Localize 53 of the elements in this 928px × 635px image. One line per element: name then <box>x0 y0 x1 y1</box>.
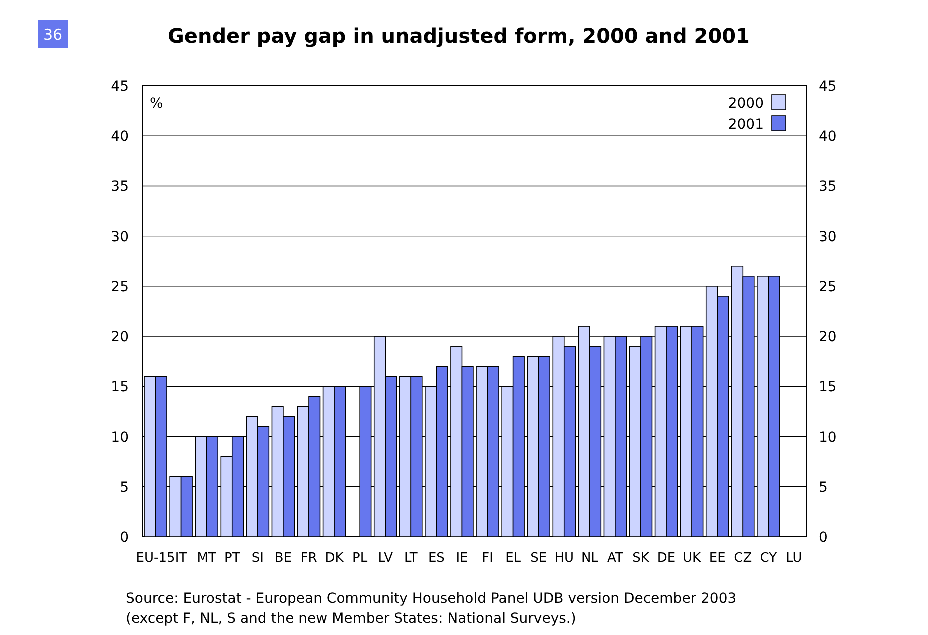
y2-tick-label: 0 <box>819 530 828 546</box>
x-tick-label: BE <box>274 551 292 566</box>
y2-tick-label: 15 <box>819 380 837 396</box>
x-tick-label: CZ <box>734 551 752 566</box>
x-tick-label: EE <box>709 551 726 566</box>
page-number-box: 36 <box>38 20 68 48</box>
x-tick-label: ES <box>428 551 445 566</box>
y2-tick-label: 10 <box>819 430 837 446</box>
y-tick-label: 5 <box>120 480 129 496</box>
y2-tick-label: 25 <box>819 279 837 296</box>
y2-tick-label: 35 <box>819 179 837 196</box>
x-tick-label: LT <box>404 551 418 566</box>
y-tick-label: 15 <box>111 380 129 396</box>
x-tick-label: UK <box>683 551 702 566</box>
y-tick-label: 40 <box>111 129 129 146</box>
x-tick-label: PL <box>352 551 368 566</box>
y-tick-label: 0 <box>120 530 129 546</box>
legend-label: 2001 <box>728 117 764 133</box>
chart-title: Gender pay gap in unadjusted form, 2000 and 2001 <box>168 24 750 48</box>
legend-label: 2000 <box>728 96 764 112</box>
x-tick-label: EL <box>506 551 522 566</box>
y-tick-label: 35 <box>111 179 129 196</box>
x-tick-label: SI <box>252 551 264 566</box>
y2-tick-label: 45 <box>819 79 837 95</box>
y-tick-label: 25 <box>111 279 129 296</box>
x-tick-label: DE <box>657 551 676 566</box>
x-tick-label: SE <box>530 551 548 566</box>
x-tick-label: LU <box>786 551 802 566</box>
y-axis-title: % <box>150 96 164 112</box>
x-tick-label: IT <box>175 551 188 566</box>
y-tick-label: 45 <box>111 79 129 95</box>
x-tick-label: FR <box>300 551 318 566</box>
y2-tick-label: 5 <box>819 480 828 496</box>
y2-tick-label: 20 <box>819 330 837 346</box>
x-tick-label: LV <box>378 551 394 566</box>
x-tick-label: DK <box>325 551 344 566</box>
x-tick-label: CY <box>760 551 778 566</box>
y-tick-label: 10 <box>111 430 129 446</box>
y2-tick-label: 30 <box>819 229 837 246</box>
text: (except F, NL, S and the new Member States: National Surveys.) <box>126 611 576 627</box>
x-tick-label: PT <box>224 551 240 566</box>
x-tick-label: AT <box>608 551 624 566</box>
x-tick-label: IE <box>456 551 468 566</box>
x-tick-label: MT <box>197 551 216 566</box>
x-tick-label: SK <box>632 551 650 566</box>
source-note: Source: Eurostat - European Community Household Panel UDB version December 2003 <box>126 591 737 607</box>
y2-tick-label: 40 <box>819 129 837 146</box>
x-tick-label: EU-15 <box>136 551 176 566</box>
x-tick-label: FI <box>482 551 494 566</box>
y-tick-label: 20 <box>111 330 129 346</box>
x-tick-label: HU <box>554 551 574 566</box>
y-tick-label: 30 <box>111 229 129 246</box>
x-tick-label: NL <box>581 551 600 566</box>
